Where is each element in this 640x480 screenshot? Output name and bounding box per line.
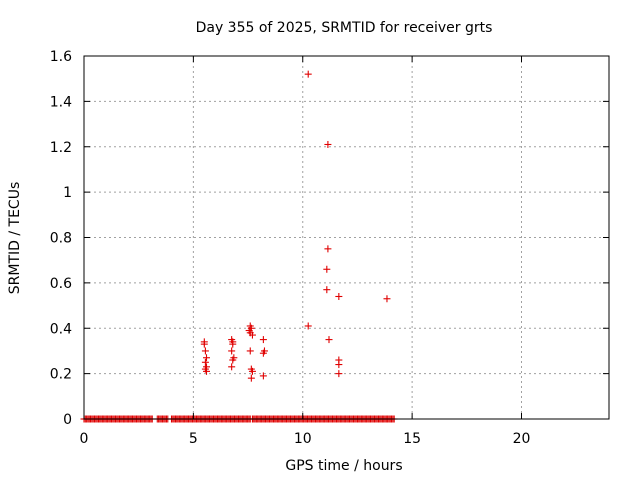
data-point	[325, 336, 333, 344]
data-point	[247, 374, 255, 382]
y-tick-label: 0.8	[50, 231, 72, 247]
data-point	[335, 370, 343, 378]
x-axis-label: GPS time / hours	[285, 458, 402, 474]
grid-lines	[84, 56, 609, 419]
x-tick-label: 20	[513, 431, 531, 447]
data-point	[203, 367, 210, 375]
data-point	[228, 363, 236, 371]
data-point	[201, 358, 209, 366]
y-tick-label: 0.6	[50, 276, 72, 292]
data-point	[200, 340, 208, 348]
data-point	[335, 361, 343, 369]
x-tick-label: 10	[294, 431, 312, 447]
y-tick-label: 0.2	[50, 367, 72, 383]
data-point	[323, 286, 331, 294]
data-point	[259, 349, 267, 357]
y-tick-label: 1.4	[50, 94, 72, 110]
data-point	[259, 336, 267, 344]
y-axis-label: SRMTID / TECUs	[7, 182, 23, 295]
x-tick-label: 0	[80, 431, 89, 447]
y-tick-label: 0	[63, 412, 72, 428]
axis-ticks	[83, 55, 609, 420]
y-tick-label: 1.6	[50, 49, 72, 65]
tick-labels: 0 0.2 0.4 0.6 0.8 1 1.2 1.4 1.6 0 5 10 15 20	[50, 49, 531, 447]
data-point	[383, 295, 391, 303]
x-tick-label: 5	[189, 431, 198, 447]
data-point	[324, 140, 332, 148]
data-point	[203, 354, 210, 362]
data-point	[304, 322, 312, 330]
data-point	[323, 265, 331, 273]
chart-title: Day 355 of 2025, SRMTID for receiver grt…	[196, 20, 493, 36]
data-point	[229, 356, 237, 364]
data-point	[304, 70, 312, 78]
x-tick-label: 15	[403, 431, 421, 447]
data-point	[259, 372, 267, 380]
data-point	[335, 292, 343, 300]
data-point	[246, 347, 254, 355]
y-tick-label: 0.4	[50, 321, 72, 337]
data-point	[201, 347, 209, 355]
data-point	[324, 245, 332, 253]
data-point	[248, 331, 256, 339]
data-point	[228, 347, 236, 355]
data-point	[248, 367, 256, 375]
y-tick-label: 1	[63, 185, 72, 201]
y-tick-label: 1.2	[50, 140, 72, 156]
data-points	[80, 70, 398, 423]
data-point	[229, 340, 237, 348]
